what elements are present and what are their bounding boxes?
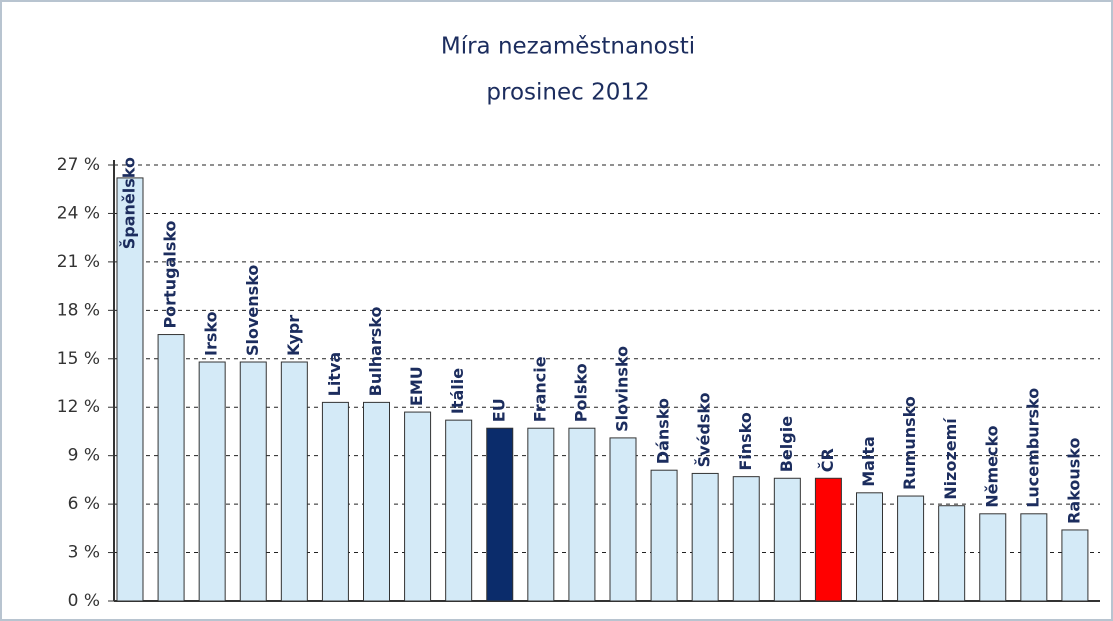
bar xyxy=(650,469,678,602)
bar xyxy=(979,513,1007,602)
y-tick-label: 9 % xyxy=(68,446,100,466)
y-tick-label: 12 % xyxy=(57,397,100,417)
bar xyxy=(732,476,760,602)
category-label: Finsko xyxy=(736,412,755,471)
category-label: Itálie xyxy=(448,368,467,414)
y-tick-label: 15 % xyxy=(57,349,100,369)
bar xyxy=(568,427,596,602)
category-label: Irsko xyxy=(202,311,221,356)
category-label: Belgie xyxy=(777,416,796,472)
bar xyxy=(773,477,801,602)
y-tick-label: 3 % xyxy=(68,543,100,563)
chart-title: Míra nezaměstnanosti xyxy=(441,34,695,60)
bar xyxy=(445,419,473,602)
bar xyxy=(486,427,514,602)
category-label: EMU xyxy=(407,366,426,406)
category-label: Lucembursko xyxy=(1023,388,1042,508)
category-label: Litva xyxy=(325,352,344,397)
category-label: Rumunsko xyxy=(900,396,919,490)
category-label: Malta xyxy=(859,436,878,487)
category-label: Slovinsko xyxy=(613,346,632,432)
y-tick-label: 0 % xyxy=(68,591,100,611)
bar xyxy=(938,505,966,602)
y-tick-label: 18 % xyxy=(57,300,100,320)
y-tick-label: 21 % xyxy=(57,252,100,272)
y-tick-label: 6 % xyxy=(68,494,100,514)
category-label: Nizozemí xyxy=(941,417,960,500)
bar xyxy=(814,477,842,602)
bar xyxy=(198,361,226,602)
bar xyxy=(856,492,883,602)
bar xyxy=(404,411,432,602)
bar xyxy=(897,495,925,602)
bar xyxy=(609,437,637,602)
bar xyxy=(691,472,719,602)
bar xyxy=(239,361,267,602)
bar xyxy=(157,334,185,602)
category-label: Slovensko xyxy=(243,265,262,356)
bar xyxy=(1061,529,1089,602)
category-label: Polsko xyxy=(571,363,590,422)
bar xyxy=(1020,513,1048,602)
category-label: EU xyxy=(489,398,508,422)
category-label: Španělsko xyxy=(120,157,139,249)
category-label: ČR xyxy=(818,448,837,472)
bar xyxy=(321,401,349,602)
bar xyxy=(116,177,144,602)
category-label: Francie xyxy=(530,356,549,422)
bar xyxy=(527,427,555,602)
bar xyxy=(363,401,390,602)
chart-subtitle: prosinec 2012 xyxy=(486,80,649,106)
category-label: Bulharsko xyxy=(366,306,385,396)
category-label: Dánsko xyxy=(654,398,673,464)
category-label: Německo xyxy=(982,425,1001,507)
y-tick-label: 27 % xyxy=(57,155,100,175)
category-label: Portugalsko xyxy=(161,220,180,328)
category-label: Kypr xyxy=(284,315,303,356)
bar xyxy=(280,361,308,602)
category-label: Švédsko xyxy=(695,392,714,467)
y-tick-label: 24 % xyxy=(57,203,100,223)
category-label: Rakousko xyxy=(1064,438,1083,524)
